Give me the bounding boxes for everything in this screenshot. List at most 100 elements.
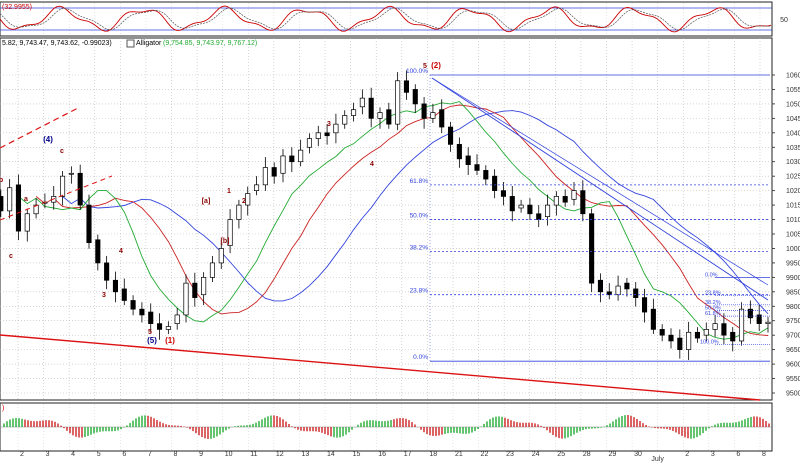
candle bbox=[253, 176, 260, 196]
candle-body bbox=[650, 308, 656, 330]
candle-body bbox=[350, 109, 357, 116]
candle-body bbox=[165, 326, 171, 330]
candle bbox=[227, 209, 233, 254]
candle bbox=[403, 70, 410, 100]
candle bbox=[483, 165, 489, 186]
candle-body bbox=[703, 329, 709, 336]
wave-label: (4) bbox=[43, 135, 53, 144]
fib-small-level-label: 50.0% bbox=[705, 306, 721, 312]
date-axis: 2 3 4 5 6 7 8 9 10 11 12 13 14 15 16 17 18 21 22 23 24 25 28 29… bbox=[20, 451, 766, 463]
oscillator-title: ) bbox=[2, 405, 4, 412]
candlestick-series bbox=[0, 70, 771, 361]
trend-lines bbox=[0, 77, 769, 401]
candle bbox=[165, 321, 171, 335]
x-tick-label: 16 bbox=[378, 451, 386, 458]
x-tick-label: 9 bbox=[199, 451, 203, 458]
candle-body bbox=[747, 308, 753, 319]
candle bbox=[641, 288, 648, 323]
x-tick-label: 22 bbox=[481, 451, 489, 458]
candle-body bbox=[474, 164, 480, 171]
candle bbox=[447, 121, 454, 152]
stoch-level-label: 50 bbox=[780, 17, 788, 24]
y-tick-label: 10550 bbox=[786, 87, 800, 94]
candle bbox=[606, 283, 612, 300]
candle-body bbox=[209, 262, 216, 278]
alligator-toggle-box[interactable] bbox=[126, 39, 135, 48]
candle-body bbox=[403, 80, 410, 93]
candle bbox=[59, 170, 66, 206]
alligator-indicator bbox=[18, 101, 769, 340]
y-tick-label: 10000 bbox=[786, 246, 800, 253]
fib-large-level-label: 61.8% bbox=[410, 178, 429, 185]
y-tick-label: 9950 bbox=[786, 260, 800, 267]
candle bbox=[509, 186, 515, 222]
candle bbox=[15, 174, 22, 241]
y-tick-label: 10600 bbox=[786, 73, 800, 80]
candle bbox=[580, 180, 586, 222]
candle bbox=[350, 102, 357, 122]
candle-body bbox=[236, 204, 242, 220]
candle bbox=[315, 125, 321, 147]
candle bbox=[430, 103, 436, 123]
alligator-teeth-line bbox=[35, 104, 769, 336]
candle bbox=[7, 179, 13, 219]
candle bbox=[597, 273, 604, 303]
candle bbox=[703, 322, 709, 342]
candle-body bbox=[139, 308, 145, 316]
candle-body bbox=[615, 285, 621, 296]
y-tick-label: 9850 bbox=[786, 289, 800, 296]
candle-body bbox=[156, 323, 163, 330]
candle-body bbox=[227, 219, 233, 246]
y-tick-label: 10450 bbox=[786, 116, 800, 123]
fib-large-level-label: 23.8% bbox=[410, 288, 429, 295]
candle-body bbox=[694, 331, 701, 339]
candle bbox=[624, 277, 630, 297]
x-tick-label: 28 bbox=[583, 451, 591, 458]
candle-body bbox=[24, 213, 30, 232]
candle-body bbox=[456, 144, 462, 160]
candle bbox=[342, 110, 348, 129]
y-tick-label: 9650 bbox=[786, 347, 800, 354]
candle-body bbox=[412, 89, 418, 105]
candle bbox=[412, 84, 418, 113]
candle-body bbox=[641, 297, 648, 313]
candle-body bbox=[368, 97, 374, 119]
y-tick-label: 10350 bbox=[786, 145, 800, 152]
candle bbox=[765, 316, 771, 333]
candle bbox=[271, 162, 277, 184]
lower-trend-line bbox=[0, 334, 761, 401]
x-tick-label: 7 bbox=[148, 451, 152, 458]
stoch-d-line bbox=[0, 7, 772, 31]
candle bbox=[571, 181, 577, 206]
candle-body bbox=[15, 184, 22, 232]
candle-body bbox=[500, 190, 507, 197]
candle bbox=[236, 199, 242, 229]
candle bbox=[33, 198, 39, 219]
candle bbox=[465, 147, 471, 176]
x-tick-label: 18 bbox=[429, 451, 437, 458]
fib-large-level-label: 50.0% bbox=[410, 213, 429, 220]
wave-label: b bbox=[0, 177, 3, 184]
candle-body bbox=[465, 155, 471, 165]
candle-body bbox=[686, 331, 692, 350]
x-month-label: July bbox=[651, 456, 664, 463]
candle-body bbox=[553, 196, 559, 206]
candle-body bbox=[756, 314, 762, 324]
fib-large-level-label: 0.0% bbox=[413, 354, 428, 361]
candle bbox=[298, 139, 304, 167]
candle bbox=[245, 186, 251, 216]
stochastic-indicator bbox=[0, 5, 772, 33]
candle-body bbox=[659, 329, 665, 336]
y-tick-label: 10300 bbox=[786, 159, 800, 166]
candle-body bbox=[262, 167, 268, 186]
candle-body bbox=[68, 172, 74, 175]
upper-fan-line bbox=[431, 77, 769, 301]
candle-body bbox=[298, 149, 304, 163]
wave-label: 5 bbox=[148, 329, 152, 336]
candle-body bbox=[192, 282, 198, 298]
y-tick-label: 10050 bbox=[786, 232, 800, 239]
